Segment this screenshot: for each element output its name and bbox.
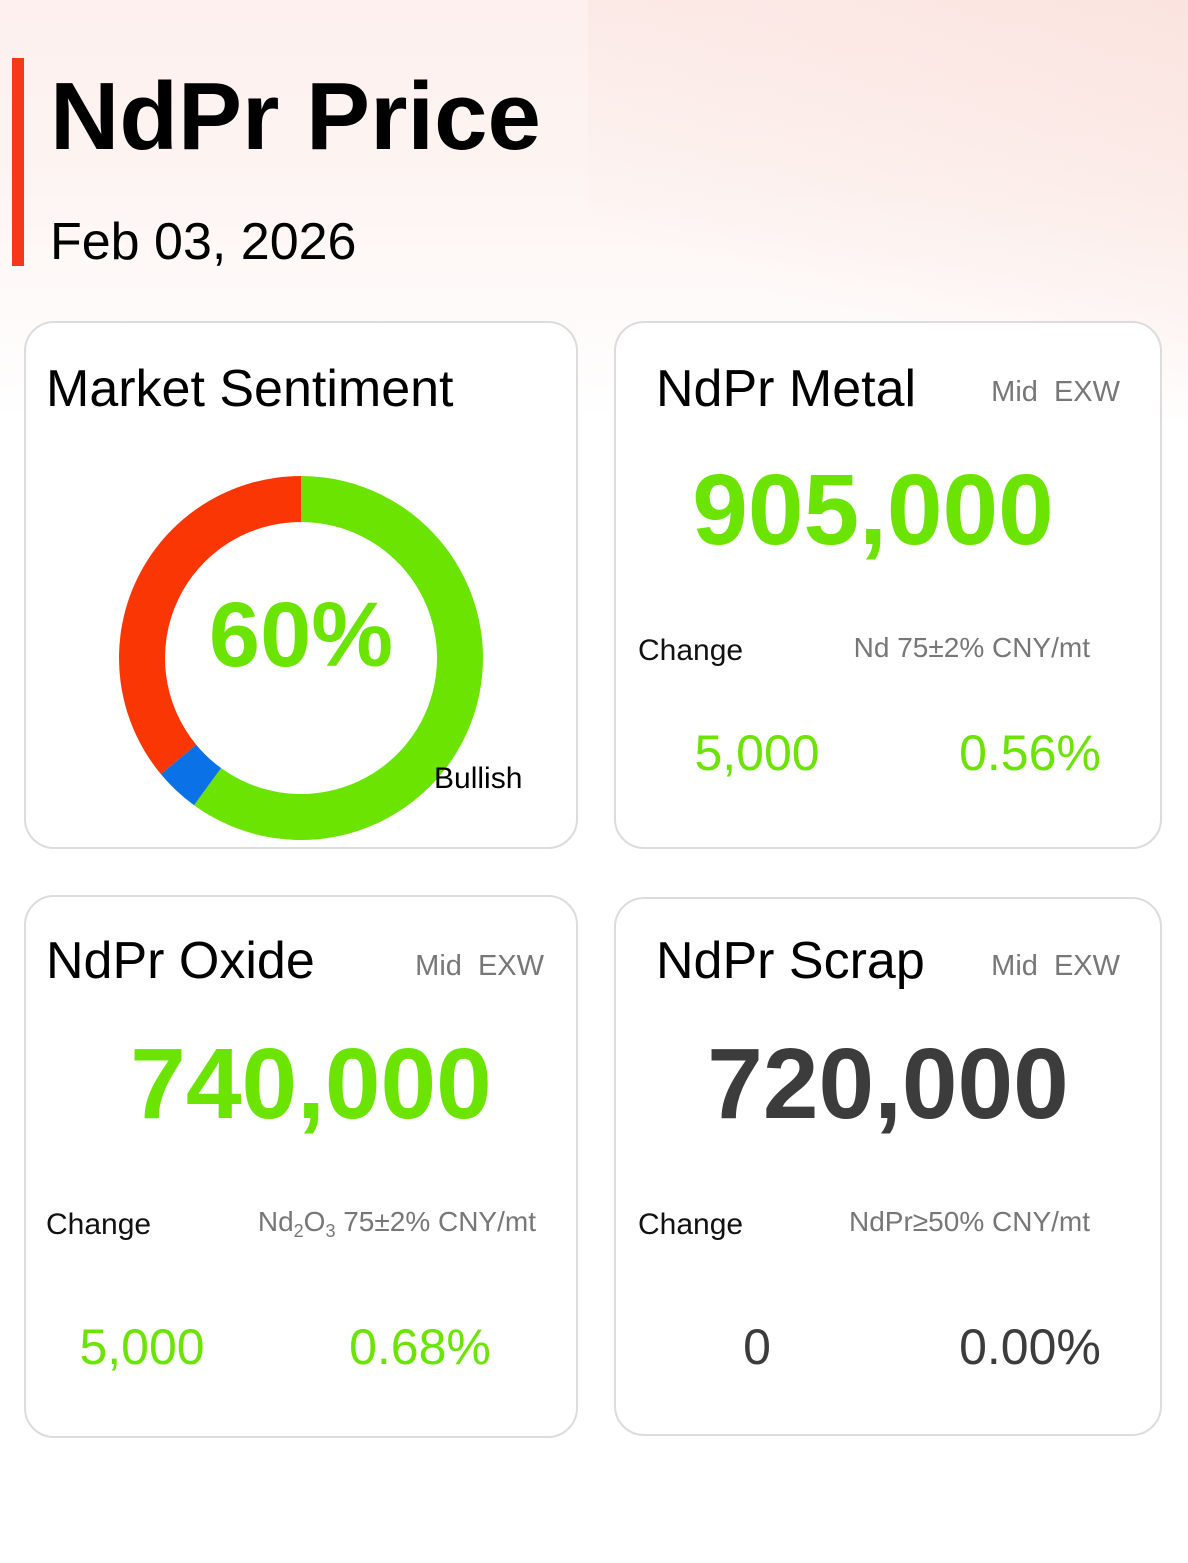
ndpr-metal-change-pct: 0.56%: [959, 725, 1101, 781]
ndpr-scrap-change-label: Change: [638, 1208, 744, 1241]
ndpr-oxide-change-pct: 0.68%: [349, 1319, 491, 1375]
accent-bar: [12, 58, 24, 266]
sentiment-label: Bullish: [434, 762, 523, 795]
ndpr-oxide-spec-prefix: Nd: [257, 1206, 294, 1237]
ndpr-oxide-spec: Nd2O3 75±2% CNY/mt: [257, 1205, 536, 1241]
donut-slice-bullish: [194, 476, 484, 840]
ndpr-metal-tag: Mid EXW: [991, 376, 1120, 408]
market-sentiment-card: Market Sentiment 60% Bullish: [24, 321, 578, 849]
ndpr-scrap-card: NdPr Scrap Mid EXW 720,000 Change NdPr≥5…: [614, 897, 1162, 1436]
donut-slice-neutral: [160, 744, 222, 806]
ndpr-scrap-title: NdPr Scrap: [656, 932, 925, 990]
ndpr-scrap-change-abs: 0: [743, 1319, 771, 1375]
ndpr-oxide-spec-suffix: 75±2% CNY/mt: [335, 1206, 536, 1237]
ndpr-oxide-change-label: Change: [46, 1208, 152, 1241]
ndpr-scrap-price: 720,000: [707, 1028, 1069, 1140]
ndpr-oxide-title: NdPr Oxide: [46, 932, 315, 990]
ndpr-oxide-card: NdPr Oxide Mid EXW 740,000 Change Nd2O3 …: [24, 895, 578, 1438]
ndpr-oxide-price: 740,000: [130, 1028, 492, 1140]
ndpr-scrap-spec: NdPr≥50% CNY/mt: [849, 1206, 1090, 1237]
ndpr-scrap-change-pct: 0.00%: [959, 1319, 1101, 1375]
ndpr-metal-spec: Nd 75±2% CNY/mt: [853, 632, 1090, 663]
ndpr-metal-card: NdPr Metal Mid EXW 905,000 Change Nd 75±…: [614, 321, 1162, 849]
sentiment-percent: 60%: [208, 584, 394, 686]
sentiment-donut-chart: [119, 476, 484, 840]
ndpr-oxide-spec-mid: O: [303, 1206, 326, 1237]
ndpr-scrap-tag: Mid EXW: [991, 950, 1120, 982]
donut-slice-bearish: [119, 476, 302, 775]
ndpr-metal-title: NdPr Metal: [656, 360, 917, 418]
page-title: NdPr Price: [50, 63, 541, 170]
ndpr-oxide-tag: Mid EXW: [415, 950, 544, 982]
ndpr-oxide-change-abs: 5,000: [79, 1319, 205, 1375]
market-sentiment-title: Market Sentiment: [46, 360, 454, 418]
ndpr-oxide-spec-sub2: 3: [325, 1221, 336, 1241]
ndpr-metal-price: 905,000: [692, 454, 1054, 566]
page-date: Feb 03, 2026: [50, 213, 357, 271]
ndpr-oxide-spec-sub1: 2: [293, 1221, 304, 1241]
ndpr-metal-change-abs: 5,000: [694, 725, 820, 781]
ndpr-metal-change-label: Change: [638, 634, 744, 667]
